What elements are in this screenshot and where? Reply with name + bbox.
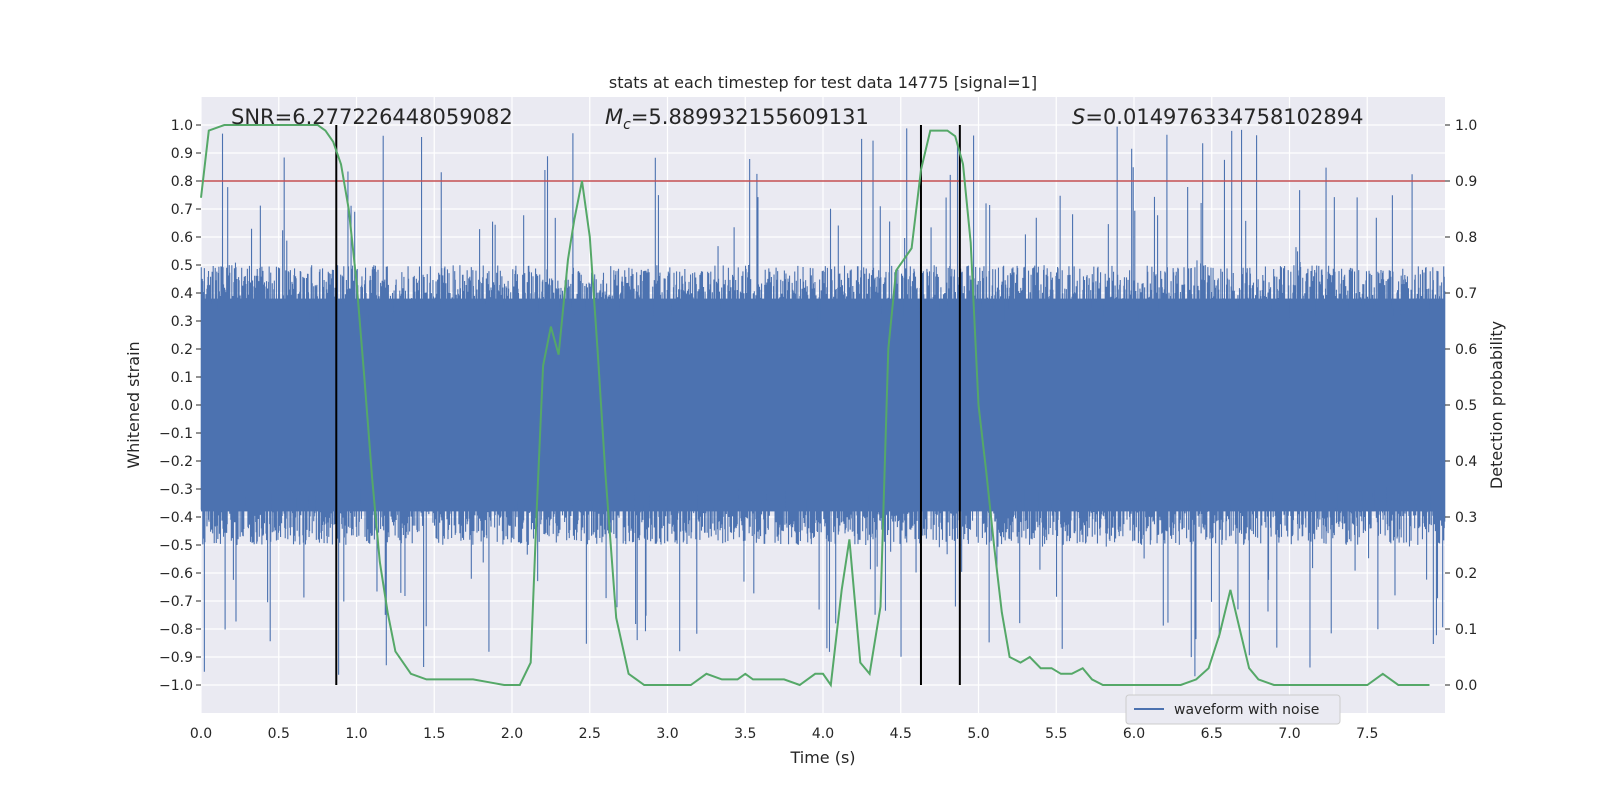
waveform-trace	[200, 126, 1446, 677]
x-tick-label: 6.0	[1123, 726, 1145, 742]
y-tick-label: −0.5	[159, 538, 193, 554]
y2-tick-label: 0.2	[1455, 566, 1477, 582]
y-tick-label: 0.0	[171, 398, 193, 414]
y2-tick-label: 0.0	[1455, 678, 1477, 694]
legend: waveform with noise	[1125, 694, 1341, 725]
s-annotation: S=0.014976334758102894	[1072, 105, 1363, 129]
y-tick-label: −0.4	[159, 510, 193, 526]
y-tick-label: 0.8	[171, 174, 193, 190]
x-tick-label: 2.0	[501, 726, 523, 742]
x-tick-label: 0.0	[190, 726, 212, 742]
chirp-mass-symbol: M	[605, 105, 623, 129]
y-tick-label: −0.3	[159, 482, 193, 498]
x-tick-label: 6.5	[1201, 726, 1223, 742]
y-tick-label: 0.9	[171, 146, 193, 162]
x-tick-label: 3.0	[656, 726, 678, 742]
y-tick-label: 1.0	[171, 118, 193, 134]
probability-series	[200, 124, 1430, 688]
x-tick-label: 7.0	[1278, 726, 1300, 742]
y-tick-label: 0.5	[171, 258, 193, 274]
chirp-mass-subscript: c	[623, 117, 631, 133]
y-tick-label: 0.1	[171, 370, 193, 386]
y-tick-label: 0.6	[171, 230, 193, 246]
y-tick-label: 0.3	[171, 314, 193, 330]
y2-axis-label: Detection probability	[1487, 321, 1506, 489]
y-tick-label: −0.2	[159, 454, 193, 470]
y2-tick-label: 1.0	[1455, 118, 1477, 134]
x-axis-label: Time (s)	[789, 748, 855, 767]
y2-tick-label: 0.1	[1455, 622, 1477, 638]
y2-tick-label: 0.4	[1455, 454, 1477, 470]
y-tick-label: −0.8	[159, 622, 193, 638]
waveform-series	[200, 126, 1446, 677]
x-tick-label: 7.5	[1356, 726, 1378, 742]
s-value: =0.014976334758102894	[1085, 105, 1363, 129]
x-tick-label: 3.5	[734, 726, 756, 742]
legend-label: waveform with noise	[1174, 702, 1319, 718]
x-tick-label: 1.5	[423, 726, 445, 742]
y2-tick-label: 0.6	[1455, 342, 1477, 358]
x-tick-label: 4.5	[890, 726, 912, 742]
x-tick-label: 1.0	[345, 726, 367, 742]
chirp-mass-value: =5.889932155609131	[631, 105, 869, 129]
y-tick-label: 0.4	[171, 286, 193, 302]
y2-axis-ticks: 1.0 0.9 0.8 0.7 0.6 0.5 0.4 0.3 0.2 0.1 0.0	[1445, 118, 1477, 694]
y2-tick-label: 0.9	[1455, 174, 1477, 190]
x-axis-ticks: 0.0 0.5 1.0 1.5 2.0 2.5 3.0 3.5 4.0 4.5 5.0 5.5 6.0 6…	[190, 726, 1379, 742]
x-tick-label: 0.5	[268, 726, 290, 742]
y2-tick-label: 0.7	[1455, 286, 1477, 302]
chart-title: stats at each timestep for test data 147…	[609, 73, 1037, 92]
x-tick-label: 2.5	[579, 726, 601, 742]
x-tick-label: 4.0	[812, 726, 834, 742]
y-tick-label: 0.7	[171, 202, 193, 218]
y-tick-label: −0.1	[159, 426, 193, 442]
chirp-mass-annotation: Mc=5.889932155609131	[605, 105, 869, 133]
x-tick-label: 5.0	[967, 726, 989, 742]
y-tick-label: 0.2	[171, 342, 193, 358]
y-tick-label: −0.6	[159, 566, 193, 582]
s-symbol: S	[1072, 105, 1085, 129]
detection-probability-line	[200, 124, 1430, 688]
y-tick-label: −0.7	[159, 594, 193, 610]
snr-annotation: SNR=6.277226448059082	[231, 105, 513, 129]
y2-tick-label: 0.5	[1455, 398, 1477, 414]
y-axis-ticks: 1.0 0.9 0.8 0.7 0.6 0.5 0.4 0.3 0.2 0.1 0.0 −0.1 −0.…	[159, 118, 201, 694]
y-tick-label: −1.0	[159, 678, 193, 694]
overlay-lines	[201, 125, 1445, 685]
y2-tick-label: 0.8	[1455, 230, 1477, 246]
y2-tick-label: 0.3	[1455, 510, 1477, 526]
legend-box	[1125, 694, 1341, 725]
x-tick-label: 5.5	[1045, 726, 1067, 742]
y-axis-label: Whitened strain	[124, 341, 143, 468]
y-tick-label: −0.9	[159, 650, 193, 666]
